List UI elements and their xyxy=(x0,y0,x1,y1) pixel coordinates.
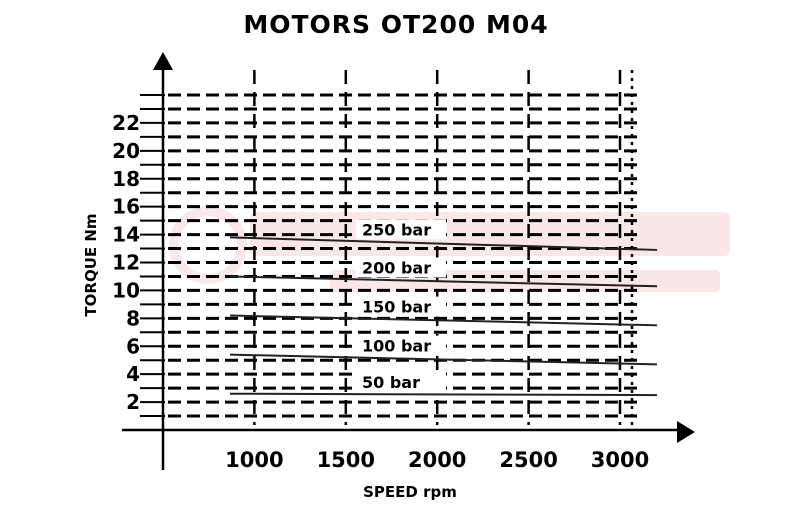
series-label: 50 bar xyxy=(362,373,420,392)
y-tick-label: 4 xyxy=(126,362,140,386)
x-tick-label: 3000 xyxy=(591,448,649,472)
series-label: 250 bar xyxy=(362,220,431,239)
axes xyxy=(122,52,695,470)
x-tick-label: 1500 xyxy=(317,448,375,472)
y-tick-label: 8 xyxy=(126,306,140,330)
series-lines xyxy=(229,236,658,397)
x-axis-label: SPEED rpm xyxy=(363,483,457,501)
watermark-logo xyxy=(169,206,730,292)
y-tick-label: 6 xyxy=(126,334,140,358)
series-label-background xyxy=(356,257,446,278)
x-tick-labels: 1000 1500 2000 2500 3000 xyxy=(225,448,649,472)
y-tick-label: 12 xyxy=(112,251,140,275)
y-axis-label: TORQUE Nm xyxy=(82,213,100,316)
series-label: 150 bar xyxy=(362,298,431,317)
series-label: 200 bar xyxy=(362,258,431,277)
y-tick-label: 2 xyxy=(126,390,140,414)
series-labels: 250 bar 200 bar 150 bar 100 bar 50 bar xyxy=(356,219,446,393)
series-line xyxy=(229,353,658,366)
y-tick-label: 14 xyxy=(112,223,140,247)
series-label-background xyxy=(356,372,446,393)
y-tick-label: 10 xyxy=(112,278,140,302)
series-label-background xyxy=(356,296,446,317)
series-label-background xyxy=(356,219,446,240)
x-tick-label: 2000 xyxy=(408,448,466,472)
series-line xyxy=(229,392,658,397)
series-line xyxy=(229,314,658,327)
y-axis-arrow-icon xyxy=(153,52,173,70)
series-label-background xyxy=(356,335,446,356)
y-tick-label: 18 xyxy=(112,167,140,191)
y-tick-label: 22 xyxy=(112,111,140,135)
series-label: 100 bar xyxy=(362,337,431,356)
chart-title: MOTORS OT200 M04 xyxy=(243,10,548,39)
x-tick-label: 1000 xyxy=(225,448,283,472)
x-axis-arrow-icon xyxy=(677,421,695,443)
y-tick-label: 16 xyxy=(112,195,140,219)
x-tick-label: 2500 xyxy=(499,448,557,472)
y-tick-label: 20 xyxy=(112,139,140,163)
series-line xyxy=(229,236,658,251)
series-line xyxy=(229,275,658,288)
y-tick-labels: 2 4 6 8 10 12 14 16 18 20 22 xyxy=(112,111,140,414)
